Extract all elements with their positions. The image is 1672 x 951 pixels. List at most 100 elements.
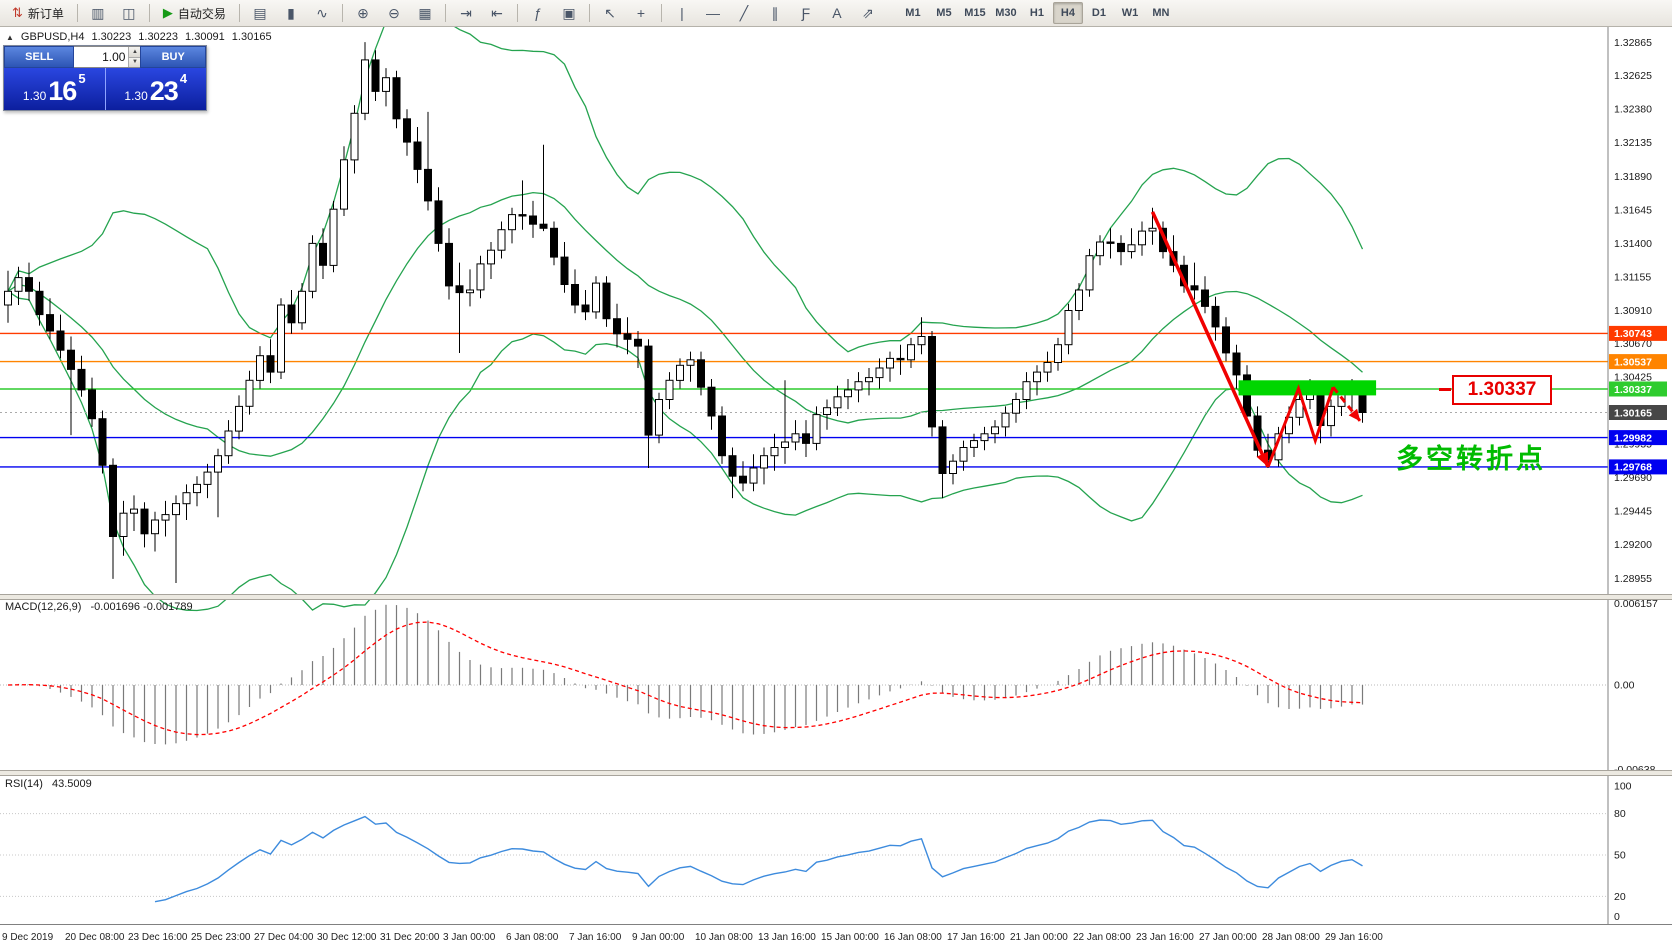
auto-scroll-button[interactable]: ⇥ bbox=[451, 1, 481, 25]
time-axis-label: 20 Dec 08:00 bbox=[65, 932, 125, 943]
analysis-annotations[interactable] bbox=[1150, 211, 1377, 468]
zigzag-path bbox=[1266, 384, 1335, 468]
profiles-icon: ◫ bbox=[122, 4, 136, 21]
time-axis-label: 31 Dec 20:00 bbox=[380, 932, 440, 943]
candles bbox=[4, 42, 1367, 583]
profiles-button[interactable]: ◫ bbox=[114, 1, 144, 25]
svg-text:1.32625: 1.32625 bbox=[1614, 70, 1652, 82]
down-trend-arrow bbox=[1150, 211, 1270, 468]
text-tool-button[interactable]: A bbox=[822, 1, 852, 25]
crosshair-button[interactable]: + bbox=[626, 1, 656, 25]
collapse-one-click-icon[interactable]: ▲ bbox=[6, 32, 14, 42]
macd-panel-splitter[interactable] bbox=[0, 594, 1672, 600]
time-axis-label: 10 Jan 08:00 bbox=[695, 932, 753, 943]
volume-down-button[interactable]: ▼ bbox=[129, 57, 141, 67]
autotrade-icon: ▶ bbox=[162, 5, 173, 20]
zoom-out-icon: ⊖ bbox=[388, 4, 400, 21]
timeframe-group: M1 M5 M15 M30 H1 H4 D1 W1 MN bbox=[898, 2, 1176, 24]
svg-text:1.29445: 1.29445 bbox=[1614, 506, 1652, 518]
buy-price-panel[interactable]: 1.30 23 4 bbox=[105, 68, 206, 110]
timeframe-mn-button[interactable]: MN bbox=[1152, 7, 1170, 19]
sell-price-big: 16 bbox=[48, 76, 77, 106]
horizontal-line-button[interactable]: — bbox=[698, 1, 728, 25]
timeframe-m5-button[interactable]: M5 bbox=[936, 7, 952, 19]
new-chart-button[interactable]: ▥ bbox=[83, 1, 113, 25]
svg-text:0.006157: 0.006157 bbox=[1614, 598, 1658, 610]
svg-text:0: 0 bbox=[1614, 911, 1620, 923]
time-axis-label: 29 Jan 16:00 bbox=[1325, 932, 1383, 943]
time-axis-label: 23 Jan 16:00 bbox=[1136, 932, 1194, 943]
candlestick-chart-icon: ▮ bbox=[287, 4, 295, 21]
time-axis-label: 22 Jan 08:00 bbox=[1073, 932, 1131, 943]
ohlc-high: 1.30223 bbox=[138, 31, 179, 43]
volume-input[interactable] bbox=[74, 47, 129, 67]
bar-chart-button[interactable]: ▤ bbox=[245, 1, 275, 25]
zoom-out-button[interactable]: ⊖ bbox=[379, 1, 409, 25]
rsi-panel-splitter[interactable] bbox=[0, 770, 1672, 776]
volume-up-button[interactable]: ▲ bbox=[129, 47, 141, 58]
buy-price-big: 23 bbox=[149, 76, 179, 106]
sell-price-panel[interactable]: 1.30 16 5 bbox=[4, 68, 106, 110]
new-order-label: 新订单 bbox=[27, 6, 64, 21]
chart-shift-button[interactable]: ⇤ bbox=[482, 1, 512, 25]
buy-button[interactable]: BUY bbox=[140, 46, 207, 68]
time-axis-label: 23 Dec 16:00 bbox=[128, 932, 188, 943]
svg-text:1.32380: 1.32380 bbox=[1614, 104, 1652, 116]
trendline-button[interactable]: ╱ bbox=[729, 1, 759, 25]
cursor-button[interactable]: ↖ bbox=[595, 1, 625, 25]
ohlc-open: 1.30223 bbox=[91, 31, 132, 43]
svg-text:1.31400: 1.31400 bbox=[1614, 238, 1652, 250]
turning-point-text[interactable]: 多空转折点 bbox=[1396, 444, 1546, 474]
equidistant-channel-icon: ∥ bbox=[771, 4, 779, 21]
candlestick-chart-button[interactable]: ▮ bbox=[276, 1, 306, 25]
new-order-button[interactable]: ⇅ 新订单 bbox=[4, 1, 72, 25]
timeframe-h4-button[interactable]: H4 bbox=[1052, 2, 1083, 24]
toolbar-separator bbox=[76, 4, 78, 22]
tile-windows-button[interactable]: ▦ bbox=[410, 1, 440, 25]
svg-text:20: 20 bbox=[1614, 891, 1626, 903]
timeframe-h1-button[interactable]: H1 bbox=[1029, 7, 1044, 19]
timeframe-m1-button[interactable]: M1 bbox=[905, 7, 921, 19]
new-chart-icon: ▥ bbox=[91, 4, 105, 21]
time-axis-label: 30 Dec 12:00 bbox=[317, 932, 377, 943]
svg-text:1.29768: 1.29768 bbox=[1614, 462, 1652, 474]
svg-text:1.30743: 1.30743 bbox=[1614, 328, 1652, 340]
horizontal-lines[interactable] bbox=[0, 332, 1608, 468]
arrows-tool-button[interactable]: ⇗ bbox=[853, 1, 883, 25]
svg-text:1.30910: 1.30910 bbox=[1614, 305, 1652, 317]
svg-text:1.29690: 1.29690 bbox=[1614, 472, 1652, 484]
buy-price-sup: 4 bbox=[179, 71, 188, 86]
equidistant-channel-button[interactable]: ∥ bbox=[760, 1, 790, 25]
zoom-in-icon: ⊕ bbox=[357, 4, 369, 21]
timeframe-m30-button[interactable]: M30 bbox=[995, 7, 1017, 19]
zoom-in-button[interactable]: ⊕ bbox=[348, 1, 378, 25]
ohlc-close: 1.30165 bbox=[231, 31, 272, 43]
bollinger-bands bbox=[7, 0, 1364, 612]
symbol-title: GBPUSD,H4 bbox=[20, 31, 85, 43]
vertical-line-button[interactable]: | bbox=[667, 1, 697, 25]
timeframe-d1-button[interactable]: D1 bbox=[1091, 7, 1106, 19]
fibonacci-icon: Ƒ bbox=[801, 5, 811, 21]
objects-list-button[interactable]: ▣ bbox=[554, 1, 584, 25]
price-callout-box[interactable]: 1.30337 bbox=[1439, 375, 1552, 405]
line-chart-button[interactable]: ∿ bbox=[307, 1, 337, 25]
macd-name: MACD(12,26,9) bbox=[5, 601, 82, 613]
autotrade-button[interactable]: ▶ 自动交易 bbox=[155, 1, 234, 25]
price-axis-tags: 1.30743 1.30537 1.30337 1.30165 1.29982 1.297… bbox=[1609, 325, 1667, 475]
fibonacci-button[interactable]: Ƒ bbox=[791, 1, 821, 25]
time-axis-label: 25 Dec 23:00 bbox=[191, 932, 251, 943]
sell-price-sup: 5 bbox=[78, 71, 86, 86]
chart-shift-icon: ⇤ bbox=[491, 4, 503, 21]
ohlc-low: 1.30091 bbox=[185, 31, 225, 43]
time-axis[interactable]: 9 Dec 2019 20 Dec 08:00 23 Dec 16:00 25 Dec… bbox=[0, 924, 1672, 951]
time-axis-label: 13 Jan 16:00 bbox=[758, 932, 816, 943]
sell-price-small: 1.30 bbox=[22, 89, 47, 103]
trendline-icon: ╱ bbox=[739, 4, 749, 21]
text-tool-icon: A bbox=[832, 5, 842, 21]
timeframe-m15-button[interactable]: M15 bbox=[964, 7, 986, 19]
sell-button[interactable]: SELL bbox=[4, 46, 75, 68]
timeframe-w1-button[interactable]: W1 bbox=[1121, 7, 1139, 19]
indicators-button[interactable]: ƒ bbox=[523, 1, 553, 25]
